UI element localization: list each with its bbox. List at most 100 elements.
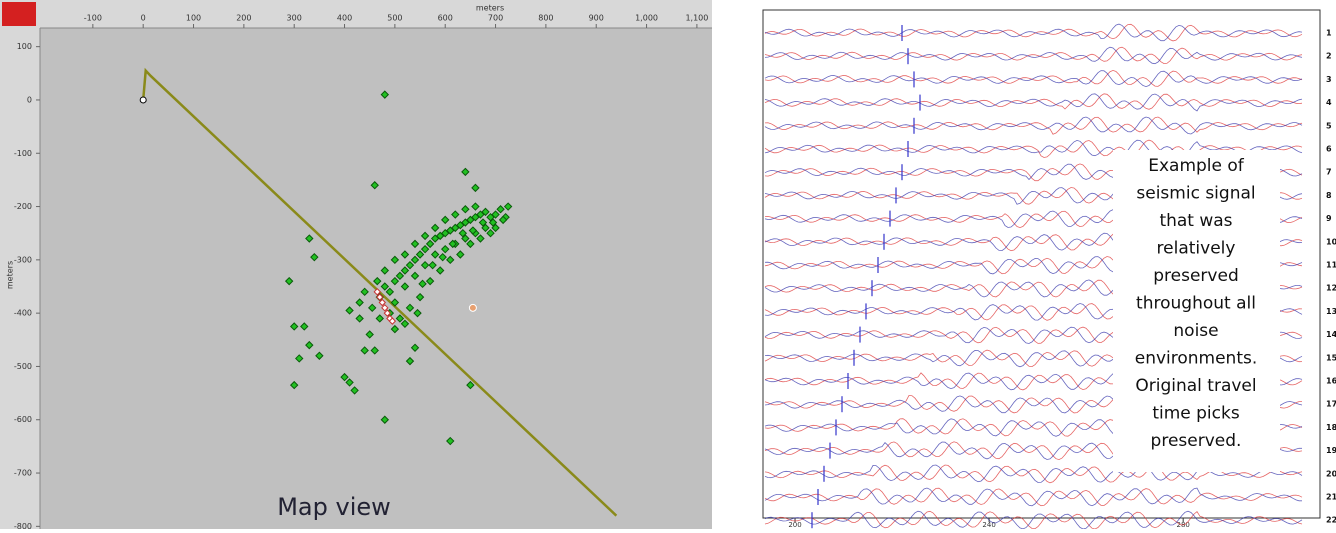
- event: [491, 223, 500, 233]
- event: [461, 205, 470, 214]
- trace: [764, 46, 1303, 65]
- annotation-line: Original travel: [1135, 376, 1256, 396]
- event: [430, 250, 440, 259]
- event: [461, 167, 470, 177]
- trace-label: 6: [1326, 145, 1332, 154]
- event: [461, 234, 470, 243]
- event: [390, 324, 400, 334]
- x-tick-label: 300: [287, 14, 302, 23]
- x-tick-label: 240: [982, 521, 995, 529]
- x-tick-label: 1,000: [635, 14, 658, 23]
- y-tick-label: -600: [14, 415, 32, 424]
- event: [428, 260, 437, 270]
- event: [373, 276, 382, 286]
- stage: [381, 304, 389, 312]
- trace-label: 4: [1326, 98, 1332, 107]
- event: [418, 279, 427, 289]
- event: [451, 210, 460, 219]
- trace-label: 8: [1326, 191, 1332, 200]
- y-tick-label: -800: [14, 522, 32, 529]
- event: [430, 223, 440, 233]
- event: [481, 207, 490, 217]
- x-tick-label: 0: [141, 14, 146, 23]
- event: [355, 298, 364, 307]
- trace-label: 12: [1326, 284, 1336, 293]
- x-tick-label: 200: [236, 14, 251, 23]
- trace-label: 22: [1326, 516, 1336, 525]
- annotation-line: that was: [1159, 211, 1232, 231]
- event: [458, 228, 468, 238]
- x-tick-label: 500: [387, 14, 402, 23]
- x-tick-label: -100: [84, 14, 102, 23]
- x-tick-label: 600: [438, 14, 453, 23]
- event: [503, 202, 513, 211]
- annotation-line: noise: [1173, 321, 1218, 341]
- event: [425, 239, 435, 249]
- trace: [764, 464, 1303, 483]
- event: [441, 215, 450, 225]
- event: [448, 239, 457, 249]
- trace-label: 7: [1326, 168, 1332, 177]
- event: [360, 346, 369, 355]
- stage: [378, 298, 386, 307]
- trace-label: 10: [1326, 237, 1336, 246]
- app-icon: [2, 2, 36, 26]
- event: [478, 218, 488, 227]
- event: [446, 255, 455, 265]
- annotation-line: seismic signal: [1136, 184, 1255, 204]
- event: [471, 202, 480, 211]
- event: [435, 266, 445, 275]
- event: [466, 239, 475, 249]
- event: [486, 228, 495, 238]
- trace: [764, 93, 1303, 110]
- event: [390, 255, 400, 265]
- trace-label: 20: [1326, 469, 1336, 478]
- x-tick-label: 400: [337, 14, 352, 23]
- event: [488, 218, 498, 227]
- x-axis-strip: [0, 0, 712, 28]
- trace-label: 19: [1326, 446, 1336, 455]
- source-point: [468, 303, 477, 312]
- map-plot: [139, 67, 618, 517]
- event: [420, 260, 430, 270]
- trace: [764, 69, 1303, 87]
- event: [405, 356, 415, 366]
- event: [289, 322, 299, 331]
- y-tick-label: 100: [17, 42, 32, 51]
- event: [390, 298, 400, 307]
- trace: [764, 487, 1303, 507]
- event: [355, 314, 364, 323]
- trace: [764, 70, 1303, 88]
- trace-label: 15: [1326, 353, 1336, 362]
- y-tick-label: 0: [27, 95, 32, 104]
- trace-label: 21: [1326, 493, 1336, 502]
- trace-label: 5: [1326, 121, 1332, 130]
- event: [400, 282, 410, 291]
- x-tick-label: 100: [186, 14, 201, 23]
- event: [315, 351, 324, 360]
- x-tick-label: 200: [788, 521, 801, 529]
- event: [410, 239, 420, 249]
- trace-label: 16: [1326, 377, 1336, 386]
- event: [415, 292, 425, 302]
- trace-label: 3: [1326, 75, 1332, 84]
- event: [370, 346, 379, 355]
- event: [491, 210, 500, 219]
- y-tick-label: -100: [14, 149, 32, 158]
- event: [456, 250, 465, 259]
- annotation-line: preserved.: [1151, 431, 1242, 451]
- event: [295, 354, 304, 363]
- trace-label: 1: [1326, 29, 1332, 38]
- event: [400, 319, 410, 329]
- event: [380, 90, 390, 99]
- event: [310, 252, 319, 262]
- x-axis-label: meters: [476, 4, 504, 13]
- event: [410, 343, 420, 352]
- stage: [376, 293, 384, 301]
- x-tick-label: 800: [538, 14, 553, 23]
- trace: [764, 116, 1303, 135]
- trace: [764, 23, 1303, 42]
- annotation-box: [1113, 150, 1280, 472]
- y-tick-label: -200: [14, 202, 32, 211]
